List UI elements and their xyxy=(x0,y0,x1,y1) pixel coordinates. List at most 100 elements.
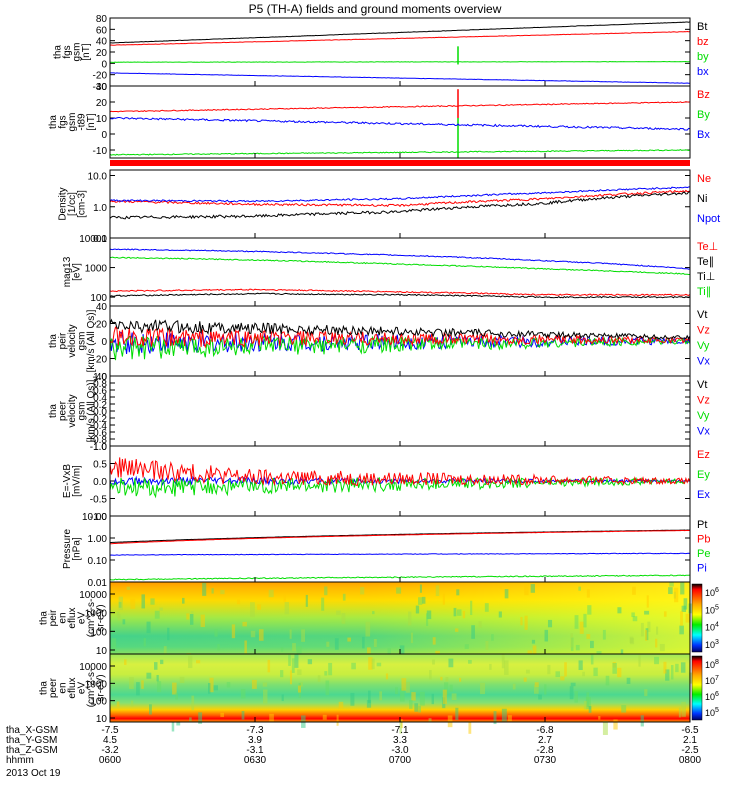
spectrogram-texture xyxy=(240,689,246,699)
series-line-Ni xyxy=(109,191,691,220)
y-axis-label-line: gsm xyxy=(72,43,83,62)
y-tick-label: -0.6 xyxy=(90,428,108,439)
spectrogram-texture xyxy=(146,621,151,634)
spectrogram-texture xyxy=(501,708,507,722)
x-axis-value: 2.1 xyxy=(683,735,697,746)
y-tick-label: 10.0 xyxy=(88,172,108,183)
spectrogram-texture xyxy=(258,629,264,641)
spectrogram-texture xyxy=(582,671,585,677)
spectrogram-texture xyxy=(534,682,539,688)
legend-entry: Vx xyxy=(697,356,710,368)
spectrogram-texture xyxy=(645,630,648,641)
legend-entry: Pi xyxy=(697,563,707,575)
panel-2: 30 20 10 0 -10 thafgsgsm-t89[nT] Bz By Bx xyxy=(48,82,710,159)
spectrogram-texture xyxy=(669,582,674,587)
spectrogram-texture xyxy=(289,629,292,639)
y-axis-label: thapeirenefluxeV(cm^2-s-sr-eV) xyxy=(39,599,107,638)
x-axis-value: 0600 xyxy=(99,755,122,766)
series-line-Te∥ xyxy=(109,292,691,299)
spectrogram-texture xyxy=(632,586,636,595)
spectrogram-texture xyxy=(324,586,328,596)
y-axis-label-line: gsm xyxy=(77,332,88,351)
spectrogram-texture xyxy=(674,587,679,603)
spectrogram-texture xyxy=(124,659,127,665)
spectrogram-texture xyxy=(250,602,255,618)
spectrogram-texture xyxy=(175,692,178,700)
spectrogram-texture xyxy=(432,637,436,645)
legend-entry: Ni xyxy=(697,193,707,205)
panel-9: 10000 1000 100 10 106 105 104 103 thapeireneflux… xyxy=(39,581,719,669)
spectrogram-texture xyxy=(190,614,194,625)
spectrogram-texture xyxy=(457,609,462,616)
spectrogram-texture xyxy=(647,621,651,633)
series-line-Npot xyxy=(109,186,691,203)
y-axis-label-line: gsm xyxy=(77,402,88,421)
panel-8: 10.00 1.00 0.10 0.01 Pressure[nPa] Pt Pb Pe Pi xyxy=(62,512,710,589)
y-tick-label: 0.2 xyxy=(93,400,107,411)
legend-entry: Vy xyxy=(697,410,710,422)
colorbar-label: 107 xyxy=(705,675,719,686)
spectrogram-texture xyxy=(189,717,192,722)
spectrogram-texture xyxy=(555,671,560,678)
spectrogram-texture xyxy=(116,611,120,618)
y-tick-label: 10 xyxy=(96,646,108,657)
spectrogram-texture xyxy=(586,589,590,598)
spectrogram-texture xyxy=(130,598,136,609)
y-tick-label: -0.2 xyxy=(90,414,108,425)
series-line-Ti⊥ xyxy=(109,248,691,270)
spectrogram-texture xyxy=(338,701,344,709)
spectrogram-texture xyxy=(583,613,587,628)
y-tick-label: 0.8 xyxy=(93,379,107,390)
red-status-bar xyxy=(110,160,690,166)
spectrogram-texture xyxy=(283,594,286,602)
spectrogram-texture xyxy=(263,689,268,704)
y-tick-label: 1.0 xyxy=(93,203,107,214)
y-axis-label-line: fgs xyxy=(62,45,73,58)
y-tick-label: 1.0 xyxy=(93,372,107,383)
colorbar-exponent: 7 xyxy=(715,675,719,682)
spectrogram-texture xyxy=(217,644,220,651)
spectrogram-texture xyxy=(379,691,383,701)
spectrogram-texture xyxy=(292,643,296,652)
spectrogram-texture xyxy=(659,643,665,652)
spectrogram-texture xyxy=(129,677,134,689)
legend-entry: Vz xyxy=(697,325,710,337)
spectrogram-texture xyxy=(317,675,321,682)
spectrogram-texture xyxy=(418,597,423,605)
y-tick-label: -0.8 xyxy=(90,435,108,446)
y-axis-label-line: tha xyxy=(48,404,59,418)
spectrogram-texture xyxy=(586,634,591,639)
spectrogram-texture xyxy=(336,610,341,615)
panel-3: 10.0 1.0 0.1 Density[1/cc][cm-3] Ne Ni Npot xyxy=(58,169,720,245)
spectrogram-texture xyxy=(126,586,130,590)
spectrogram-texture xyxy=(117,614,121,621)
spectrogram-texture xyxy=(367,690,371,704)
y-axis-label-line: [km/s (All Qs)] xyxy=(86,379,97,442)
spectrogram-texture xyxy=(640,715,644,727)
spectrogram-texture xyxy=(626,677,631,684)
legend-entry: Vy xyxy=(697,340,710,352)
series-line-by xyxy=(109,60,691,63)
spectrogram-texture xyxy=(532,645,537,661)
spectrogram-texture xyxy=(471,625,475,639)
spectrogram-texture xyxy=(587,605,592,615)
legend-entry: Ti∥ xyxy=(697,286,711,298)
y-axis-label-line: eflux xyxy=(67,607,78,628)
legend-entry: Bz xyxy=(697,89,710,101)
x-axis-value: -7.1 xyxy=(391,725,409,736)
spectrogram-texture xyxy=(646,595,649,608)
y-axis-label: Density[1/cc][cm-3] xyxy=(58,187,88,220)
spectrogram-texture xyxy=(267,659,271,673)
series-line-Pi xyxy=(109,552,691,556)
legend-entry: Bt xyxy=(697,21,707,33)
spectrogram-texture xyxy=(655,638,658,648)
spectrogram-texture xyxy=(478,621,482,628)
legend-entry: Pt xyxy=(697,519,707,531)
spectrogram-texture xyxy=(167,627,170,641)
x-axis-value: 0730 xyxy=(534,755,557,766)
legend-entry: Ti⊥ xyxy=(697,271,715,283)
spectrogram-texture xyxy=(617,667,622,678)
y-tick-label: -40 xyxy=(93,372,108,383)
series-line-Ti∥ xyxy=(109,256,690,275)
